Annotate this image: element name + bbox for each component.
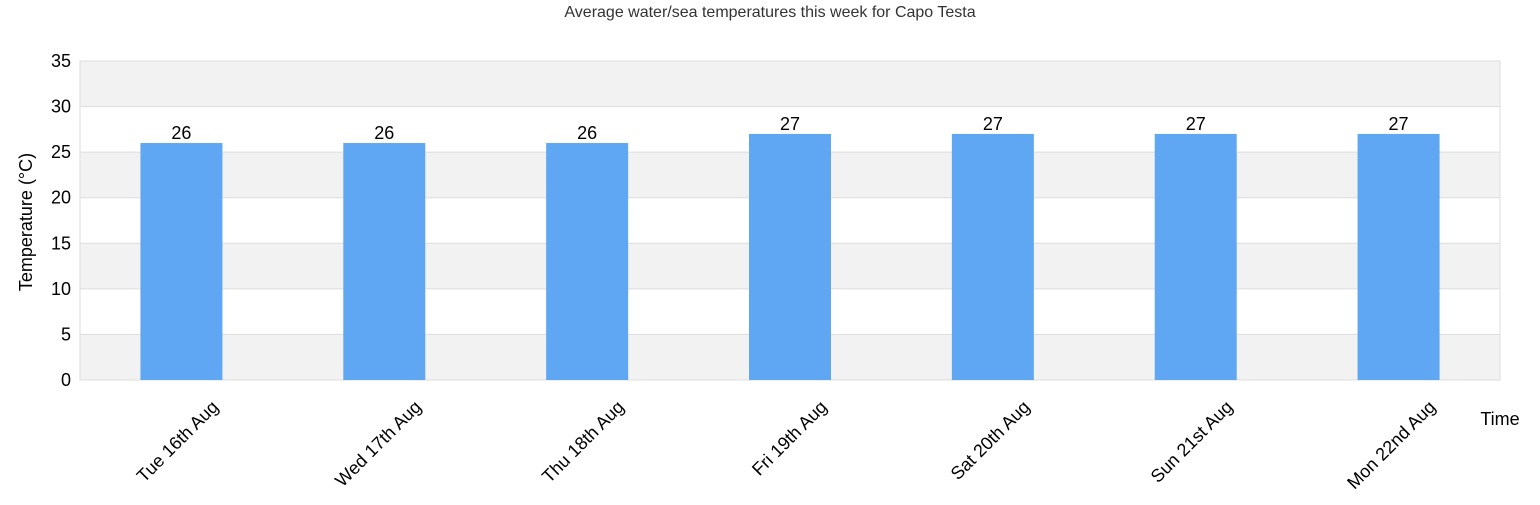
bar-series [140,133,1440,380]
x-tick-label: Fri 19th Aug [748,397,831,480]
bar [951,133,1034,380]
data-label: 27 [983,114,1003,134]
y-tick-label: 5 [61,324,71,344]
bar [1154,133,1237,380]
y-axis-label: Temperature (°C) [16,153,36,291]
y-tick-label: 35 [51,51,71,71]
x-axis-label: Time [1480,409,1519,429]
data-label: 27 [1186,114,1206,134]
data-label: 27 [780,114,800,134]
x-tick-label: Mon 22nd Aug [1343,397,1439,493]
x-tick-label: Sat 20th Aug [947,397,1034,484]
x-tick-label: Tue 16th Aug [133,397,222,486]
data-labels: 26 26 26 27 27 27 27 [171,114,1408,143]
x-tick-label: Thu 18th Aug [538,397,628,487]
x-axis-ticks: Tue 16th Aug Wed 17th Aug Thu 18th Aug Fri … [133,397,1440,493]
plot-band [80,61,1500,107]
data-label: 27 [1389,114,1409,134]
x-tick-label: Wed 17th Aug [331,397,425,491]
y-tick-label: 30 [51,97,71,117]
data-label: 26 [374,123,394,143]
y-tick-label: 0 [61,370,71,390]
y-tick-label: 25 [51,142,71,162]
bar [1357,133,1440,380]
y-tick-label: 10 [51,279,71,299]
bar [749,133,831,380]
data-label: 26 [171,123,191,143]
data-label: 26 [577,123,597,143]
chart-title: Average water/sea temperatures this week… [564,4,975,21]
y-axis-ticks: 0 5 10 15 20 25 30 35 [51,51,71,390]
bar [546,143,629,380]
bar [343,143,426,380]
bar [140,143,223,380]
y-tick-label: 15 [51,233,71,253]
y-tick-label: 20 [51,188,71,208]
x-tick-label: Sun 21st Aug [1147,397,1237,487]
